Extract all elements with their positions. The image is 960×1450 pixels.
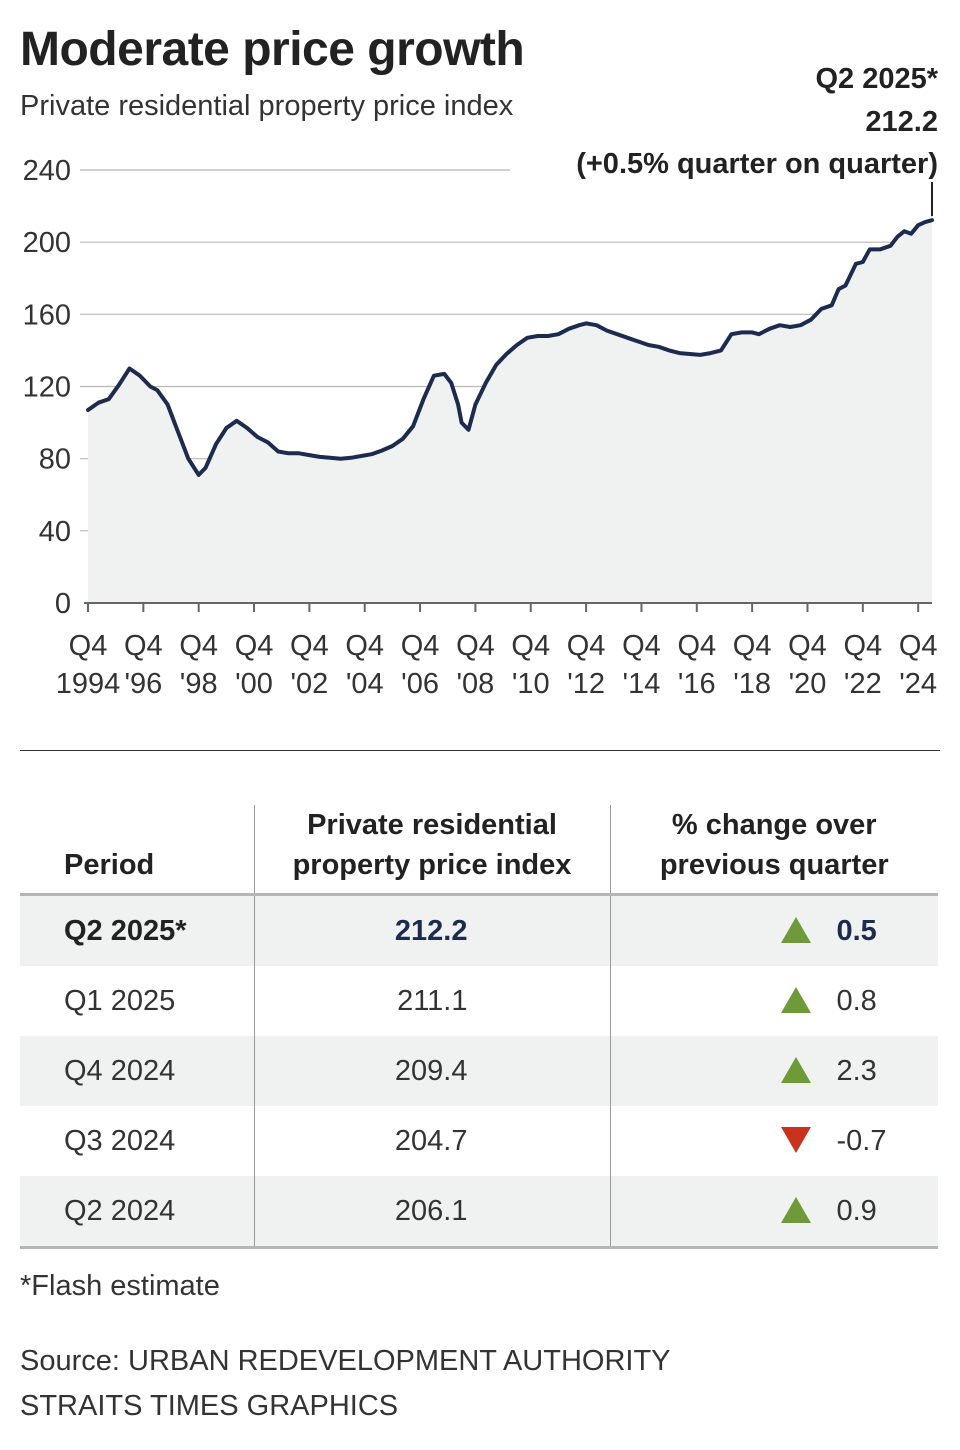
price-index-line (86, 218, 934, 477)
table-row: Q2 2024 206.1 0.9 (20, 1176, 938, 1249)
header-change: % change over previous quarter (609, 805, 938, 896)
up-arrow-icon (780, 1056, 811, 1083)
row-change-value: 0.8 (836, 984, 877, 1017)
up-arrow-icon (780, 1196, 811, 1223)
up-arrow-icon (780, 986, 811, 1013)
row-period: Q2 2024 (20, 1176, 254, 1249)
row-change-value: -0.7 (836, 1124, 887, 1157)
x-tick-label-year: '08 (457, 668, 495, 700)
x-tick-label-quarter: Q4 (843, 630, 882, 662)
annotation-value: 212.2 (865, 106, 938, 138)
x-tick-label-year: '02 (290, 668, 328, 700)
row-index: 212.2 (253, 894, 610, 966)
row-change-value: 0.5 (836, 914, 877, 947)
table-row: Q3 2024 204.7 -0.7 (20, 1106, 938, 1176)
x-tick-label-year: 1994 (56, 668, 121, 700)
x-tick-label-year: '24 (899, 668, 937, 700)
header-index-line1: Private residential (307, 809, 557, 841)
y-tick-label: 0 (55, 588, 71, 620)
x-tick-label-year: '12 (567, 668, 605, 700)
row-index: 211.1 (253, 966, 610, 1036)
x-tick-label-quarter: Q4 (788, 630, 827, 662)
y-tick-label: 40 (39, 516, 71, 548)
table-row: Q1 2025 211.1 0.8 (20, 966, 938, 1036)
y-tick-label: 200 (23, 227, 71, 259)
x-tick-label-quarter: Q4 (345, 630, 384, 662)
x-tick-label-quarter: Q4 (733, 630, 772, 662)
x-tick-label-year: '22 (844, 668, 882, 700)
x-axis-labels: Q41994Q4'96Q4'98Q4'00Q4'02Q4'04Q4'06Q4'0… (56, 630, 938, 700)
x-tick-label-year: '18 (733, 668, 771, 700)
row-index: 204.7 (253, 1106, 610, 1176)
latest-value-annotation: Q2 2025* 212.2 (+0.5% quarter on quarter… (576, 63, 939, 217)
x-tick-label-year: '06 (401, 668, 439, 700)
row-change-value: 0.9 (836, 1194, 877, 1227)
row-index: 209.4 (253, 1036, 610, 1106)
header-index: Private residential property price index (253, 805, 610, 896)
x-tick-label-year: '20 (789, 668, 827, 700)
header-period-label: Period (64, 849, 155, 881)
area-fill (88, 220, 932, 603)
x-tick-label-year: '00 (235, 668, 273, 700)
row-change: -0.7 (609, 1106, 938, 1176)
row-period: Q4 2024 (20, 1036, 254, 1106)
row-index: 206.1 (253, 1176, 610, 1249)
x-tick-label-year: '10 (512, 668, 550, 700)
price-index-table: Period Private residential property pric… (20, 805, 938, 1249)
table-row: Q2 2025* 212.2 0.5 (20, 894, 938, 966)
x-axis (84, 602, 932, 612)
row-change-value: 2.3 (836, 1054, 877, 1087)
x-tick-label-quarter: Q4 (69, 630, 108, 662)
x-tick-label-quarter: Q4 (401, 630, 440, 662)
source-line: Source: URBAN REDEVELOPMENT AUTHORITY (20, 1345, 671, 1377)
x-tick-label-quarter: Q4 (567, 630, 606, 662)
y-axis: 0 40 80 120 160 200 240 (23, 155, 71, 620)
x-tick-label-quarter: Q4 (511, 630, 550, 662)
row-period: Q3 2024 (64, 1124, 176, 1157)
chart-title: Moderate price growth (20, 23, 525, 76)
row-change: 2.3 (609, 1036, 938, 1106)
x-tick-label-quarter: Q4 (179, 630, 218, 662)
y-tick-label: 160 (23, 299, 71, 331)
annotation-label: Q2 2025* (815, 63, 938, 95)
down-arrow-icon (780, 1126, 811, 1153)
x-tick-label-quarter: Q4 (124, 630, 163, 662)
x-tick-label-quarter: Q4 (677, 630, 716, 662)
x-tick-label-quarter: Q4 (456, 630, 495, 662)
y-tick-label: 120 (23, 372, 71, 404)
credit-line: STRAITS TIMES GRAPHICS (20, 1390, 399, 1422)
x-tick-label-quarter: Q4 (622, 630, 661, 662)
row-period: Q1 2025 (64, 984, 176, 1017)
row-change: 0.9 (609, 1176, 938, 1249)
y-tick-label: 240 (23, 155, 71, 187)
footnote: *Flash estimate (20, 1270, 220, 1302)
row-change: 0.5 (609, 894, 938, 966)
annotation-change: (+0.5% quarter on quarter) (576, 148, 938, 180)
x-tick-label-year: '16 (678, 668, 716, 700)
table-row: Q4 2024 209.4 2.3 (20, 1036, 938, 1106)
up-arrow-icon (780, 916, 811, 943)
table-header-row: Period Private residential property pric… (20, 805, 938, 896)
y-tick-label: 80 (39, 444, 71, 476)
header-change-line1: % change over (671, 809, 877, 841)
header-index-line2: property price index (292, 849, 572, 881)
x-tick-label-quarter: Q4 (235, 630, 274, 662)
row-change: 0.8 (609, 966, 938, 1036)
chart-subtitle: Private residential property price index (20, 90, 514, 122)
x-tick-label-year: '98 (180, 668, 218, 700)
header-change-line2: previous quarter (659, 849, 889, 881)
x-tick-label-year: '96 (124, 668, 162, 700)
section-divider (20, 750, 940, 751)
header-period: Period (20, 805, 254, 896)
x-tick-label-quarter: Q4 (290, 630, 329, 662)
row-period: Q2 2025* (20, 894, 254, 966)
x-tick-label-year: '04 (346, 668, 384, 700)
x-tick-label-quarter: Q4 (899, 630, 938, 662)
x-tick-label-year: '14 (623, 668, 661, 700)
